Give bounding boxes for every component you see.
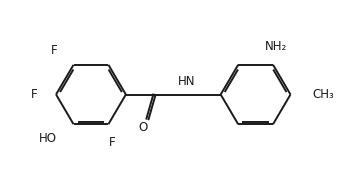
Text: F: F — [51, 43, 58, 57]
Text: F: F — [30, 88, 37, 101]
Text: O: O — [138, 121, 148, 134]
Text: F: F — [108, 136, 115, 149]
Text: NH₂: NH₂ — [265, 40, 288, 53]
Text: HN: HN — [178, 75, 196, 88]
Text: CH₃: CH₃ — [313, 88, 335, 101]
Text: HO: HO — [39, 132, 57, 146]
